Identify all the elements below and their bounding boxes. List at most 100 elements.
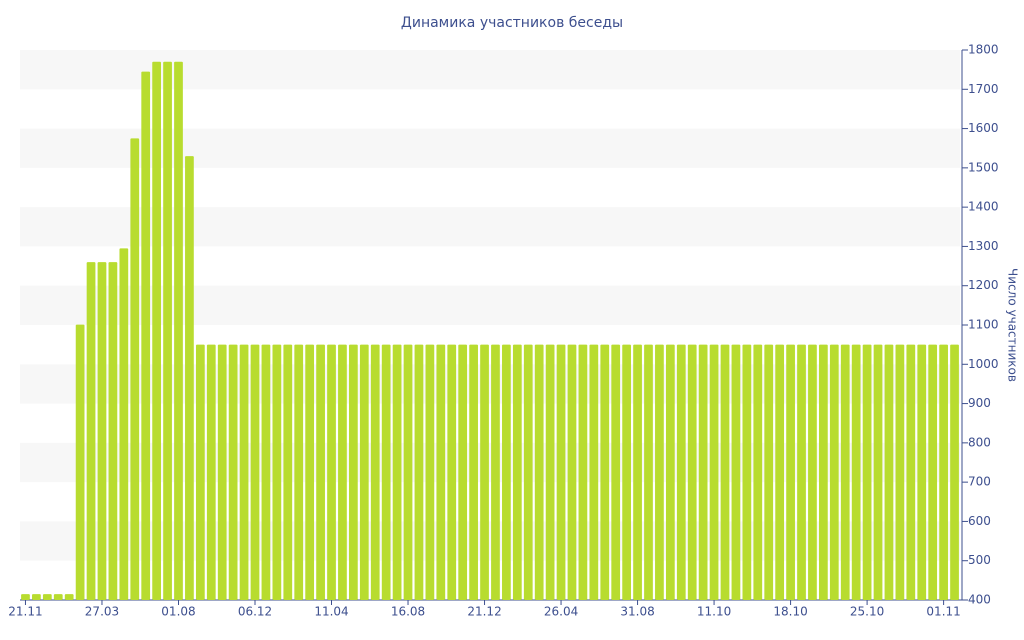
bar [862,344,872,600]
bar [600,344,610,600]
bar [130,138,140,600]
x-tick-label: 06.12 [238,605,272,619]
bar [359,344,369,600]
bar [217,344,227,600]
bar [86,262,96,600]
bar [392,344,402,600]
bar [228,344,238,600]
bar [327,344,336,600]
y-tick-label: 1200 [968,278,999,292]
bar [458,344,468,600]
x-tick-label: 27.03 [85,605,119,619]
bar [851,344,861,600]
bar [272,344,282,600]
bar [381,344,391,600]
x-tick-label: 01.11 [926,605,960,619]
bar [108,262,118,600]
bar [305,344,315,600]
bar [928,344,938,600]
bar [163,61,172,601]
y-tick-label: 400 [968,593,991,607]
bar [786,344,795,600]
y-tick-label: 1600 [968,121,999,135]
bar [698,344,708,600]
bar [370,344,380,600]
bar [589,344,599,600]
bar [195,344,205,600]
x-tick-label: 01.08 [161,605,195,619]
bar [491,344,500,600]
bar [447,344,457,600]
bar [731,344,741,600]
bar [633,344,642,600]
y-tick-label: 1100 [968,318,999,332]
bar [797,344,806,600]
bar [709,344,719,600]
x-tick-label: 25.10 [850,605,884,619]
bar [75,324,85,600]
bar [480,344,489,600]
bar [720,344,730,600]
bar [939,344,948,600]
bar [884,344,894,600]
x-tick-label: 21.12 [467,605,501,619]
y-tick-label: 600 [968,514,991,528]
bar [32,594,41,600]
bar [753,344,763,600]
y-tick-label: 1500 [968,160,999,174]
y-tick-label: 1400 [968,200,999,214]
bar [283,344,293,600]
y-tick-label: 900 [968,396,991,410]
bar [152,61,161,601]
bar [950,344,959,600]
bar [436,344,446,600]
bar [556,344,566,600]
y-tick-label: 700 [968,475,991,489]
y-tick-label: 500 [968,553,991,567]
bar [906,344,916,600]
bar [764,344,774,600]
bar [316,344,325,600]
bar [174,61,183,601]
x-tick-label: 31.08 [620,605,654,619]
bar [742,344,752,600]
bar [808,344,817,600]
y-tick-label: 1300 [968,239,999,253]
y-tick-label: 1700 [968,82,999,96]
bar [622,344,631,600]
x-tick-label: 18.10 [773,605,807,619]
bar [21,594,30,600]
bar [829,344,839,600]
bar [42,594,52,600]
bar [578,344,588,600]
chart-title: Динамика участников беседы [401,15,623,31]
bar [512,344,522,600]
x-tick-label: 16.08 [391,605,425,619]
bar [64,594,74,600]
bar [775,344,785,600]
bar [206,344,216,600]
bar [917,344,927,600]
bar [523,344,533,600]
bar [676,344,686,600]
bar [349,344,358,600]
bar [141,71,151,601]
x-tick-label: 11.10 [697,605,731,619]
bar [53,594,63,600]
bar [414,344,424,600]
bar [502,344,511,600]
bar [403,344,413,600]
x-tick-label: 21.11 [8,605,42,619]
bar [895,344,905,600]
bar [534,344,544,600]
bar [655,344,664,600]
bar [425,344,435,600]
x-tick-label: 11.04 [314,605,348,619]
bar [97,262,107,600]
bar [840,344,850,600]
bar [873,344,883,600]
bar [687,344,697,600]
bar [644,344,653,600]
bar [611,344,621,600]
